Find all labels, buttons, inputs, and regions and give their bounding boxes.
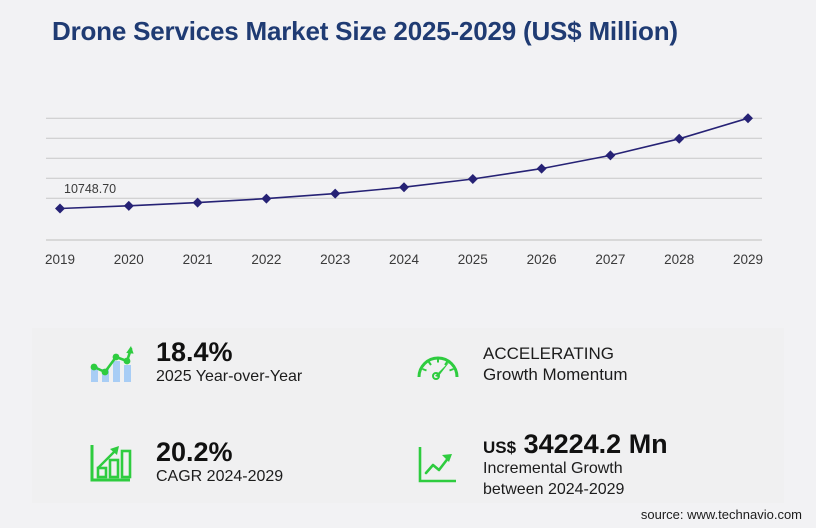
kpi-value: 20.2% <box>156 437 233 467</box>
chart-markers <box>55 113 753 214</box>
chart-series-line <box>59 117 749 210</box>
kpi-label-line2: between 2024-2029 <box>483 480 625 498</box>
kpi-label: CAGR 2024-2029 <box>156 468 284 486</box>
chart-marker <box>123 200 134 211</box>
chart-marker <box>605 150 616 161</box>
x-tick-label: 2021 <box>182 252 213 267</box>
kpi-label: 2025 Year-over-Year <box>156 368 303 386</box>
line-chart: 10748.70 <box>0 80 816 280</box>
speedometer-icon <box>415 342 461 386</box>
bar-line-growth-icon <box>88 341 134 385</box>
kpi-amount: 34224.2 Mn <box>523 429 668 459</box>
page-title: Drone Services Market Size 2025-2029 (US… <box>52 16 678 46</box>
kpi-cagr: 20.2% CAGR 2024-2029 <box>88 437 284 488</box>
x-tick-label: 2020 <box>113 252 144 267</box>
kpi-growth-momentum: ACCELERATING Growth Momentum <box>415 342 628 386</box>
x-tick-label: 2029 <box>732 252 764 267</box>
stats-panel <box>32 328 784 503</box>
chart-gridlines <box>46 117 762 199</box>
source-note: source: www.technavio.com <box>640 507 802 522</box>
kpi-year-over-year: 18.4% 2025 Year-over-Year <box>88 337 303 388</box>
x-tick-label: 2023 <box>320 252 351 267</box>
trend-arrow-icon <box>415 443 461 487</box>
chart-x-axis: 2019 2020 2021 2022 2023 2024 2025 2026 2027 2028… <box>0 252 816 276</box>
chart-marker <box>674 133 685 144</box>
kpi-label-line1: Incremental Growth <box>483 460 623 478</box>
kpi-text: 20.2% CAGR 2024-2029 <box>156 437 284 488</box>
kpi-text: 18.4% 2025 Year-over-Year <box>156 337 303 388</box>
chart-marker <box>536 163 547 174</box>
kpi-unit: US$ <box>483 438 517 457</box>
x-tick-label: 2026 <box>526 252 557 267</box>
data-point-label: 10748.70 <box>64 181 117 196</box>
chart-marker <box>330 188 341 199</box>
x-tick-label: 2028 <box>664 252 695 267</box>
x-tick-label: 2027 <box>595 252 626 267</box>
chart-marker <box>399 182 409 193</box>
chart-marker <box>261 193 272 204</box>
chart-marker <box>467 174 478 184</box>
chart-canvas <box>46 113 762 241</box>
x-tick-label: 2022 <box>251 252 282 267</box>
kpi-label: Growth Momentum <box>483 365 628 384</box>
kpi-value: 18.4% <box>156 337 233 367</box>
bar-chart-arrow-icon <box>88 441 134 485</box>
kpi-incremental-growth: US$ 34224.2 Mn Incremental Growth betwee… <box>415 429 668 501</box>
x-tick-label: 2019 <box>44 252 76 267</box>
kpi-text: US$ 34224.2 Mn Incremental Growth betwee… <box>483 429 668 501</box>
x-tick-label: 2025 <box>457 252 488 267</box>
kpi-text: ACCELERATING Growth Momentum <box>483 343 628 386</box>
kpi-value: US$ 34224.2 Mn <box>483 429 668 459</box>
chart-marker <box>192 197 203 208</box>
kpi-headline: ACCELERATING <box>483 343 614 363</box>
chart-marker <box>55 203 65 214</box>
chart-marker <box>743 113 753 124</box>
x-tick-label: 2024 <box>388 252 420 267</box>
